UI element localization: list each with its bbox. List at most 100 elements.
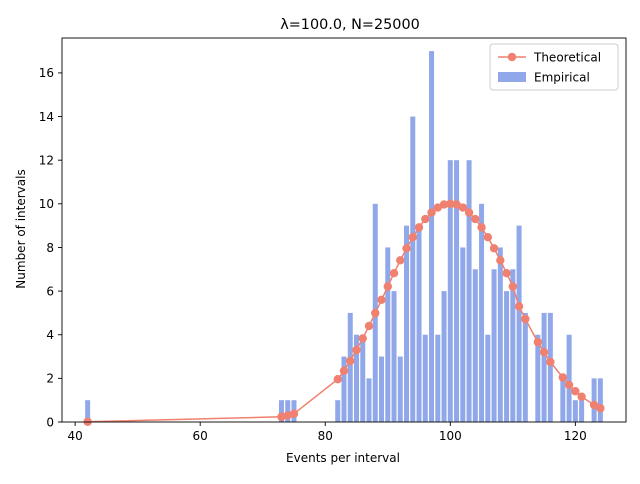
theoretical-point — [352, 345, 361, 355]
histogram-bar — [441, 291, 447, 422]
histogram-bar — [404, 225, 410, 422]
histogram-bar — [560, 378, 566, 422]
theoretical-point — [277, 412, 286, 421]
histogram-bar — [347, 312, 353, 422]
x-tick-label: 80 — [318, 429, 333, 443]
theoretical-point — [289, 409, 299, 418]
theoretical-point — [421, 214, 430, 224]
legend-label-empirical: Empirical — [534, 71, 590, 85]
x-tick-label: 40 — [67, 429, 82, 443]
histogram-bar — [85, 400, 91, 422]
histogram-bar — [416, 225, 422, 422]
theoretical-point — [346, 356, 355, 366]
histogram-bar — [479, 203, 485, 422]
axes-frame — [61, 37, 627, 423]
theoretical-point — [514, 302, 524, 311]
histogram-bar — [591, 378, 597, 422]
theoretical-point — [364, 321, 374, 331]
histogram-bar — [541, 312, 547, 422]
bars-layer — [85, 51, 603, 422]
theoretical-point — [546, 357, 555, 367]
histogram-bar — [379, 356, 385, 422]
histogram-bar — [429, 51, 435, 422]
histogram-bar — [422, 334, 428, 422]
histogram-bar — [516, 225, 522, 422]
histogram-bar — [278, 400, 284, 422]
histogram-bar — [410, 116, 416, 422]
histogram-bar — [360, 334, 366, 422]
histogram-bar — [366, 378, 372, 422]
histogram-bar — [504, 291, 510, 422]
theoretical-point — [483, 233, 493, 242]
histogram-bar — [335, 400, 341, 422]
theoretical-point — [596, 404, 605, 413]
theoretical-point — [377, 295, 386, 305]
histogram-bar — [491, 269, 497, 422]
histogram-bar — [447, 160, 453, 422]
histogram-bar — [572, 400, 578, 422]
legend-marker-swatch — [507, 52, 517, 62]
theoretical-point — [358, 334, 367, 343]
histogram-bar — [454, 160, 460, 422]
theoretical-point — [414, 223, 424, 232]
y-tick-label: 10 — [39, 197, 54, 211]
chart-title: λ=100.0, N=25000 — [280, 17, 420, 33]
theoretical-point — [339, 366, 349, 375]
y-tick-label: 6 — [46, 284, 54, 298]
histogram-bar — [485, 334, 491, 422]
theoretical-point — [558, 373, 568, 382]
histogram-bar — [460, 247, 466, 422]
theoretical-point — [396, 256, 405, 265]
theoretical-point — [446, 199, 455, 209]
histogram-bar — [597, 378, 603, 422]
histogram-bar — [397, 356, 403, 422]
histogram-bar — [497, 247, 503, 422]
theoretical-point — [383, 282, 392, 291]
histogram-bar — [285, 400, 291, 422]
x-tick-label: 100 — [439, 429, 462, 443]
y-tick-label: 2 — [46, 372, 54, 386]
theoretical-point — [464, 208, 474, 217]
legend-bar-swatch — [498, 72, 526, 82]
x-axis-label: Events per interval — [286, 451, 400, 465]
histogram-bar — [522, 312, 528, 422]
theoretical-point — [402, 244, 411, 253]
y-tick-label: 16 — [39, 66, 54, 80]
theoretical-point — [577, 392, 586, 401]
y-axis-label: Number of intervals — [14, 169, 28, 288]
y-tick-label: 0 — [46, 415, 54, 429]
theoretical-point — [371, 308, 380, 318]
theoretical-point — [458, 203, 468, 212]
x-tick-label: 120 — [564, 429, 587, 443]
theoretical-point — [471, 214, 480, 224]
theoretical-point — [439, 200, 449, 209]
theoretical-point — [427, 208, 436, 217]
theoretical-point — [521, 314, 530, 324]
theoretical-point — [502, 269, 511, 278]
theoretical-point — [489, 244, 499, 253]
theoretical-point — [496, 256, 505, 265]
histogram-bar — [435, 334, 441, 422]
y-tick-label: 8 — [46, 241, 54, 255]
histogram-bar — [354, 334, 360, 422]
legend-label-theoretical: Theoretical — [533, 51, 601, 65]
histogram-bar — [547, 312, 553, 422]
theoretical-point — [564, 380, 574, 390]
y-tick-label: 14 — [39, 110, 54, 124]
line-layer — [83, 199, 605, 426]
theoretical-point — [333, 375, 342, 384]
histogram-bar — [566, 334, 572, 422]
theoretical-point — [433, 203, 442, 212]
histogram-bar — [472, 269, 478, 422]
theoretical-point — [571, 387, 580, 396]
histogram-bar — [510, 269, 516, 422]
histogram-bar — [579, 400, 585, 422]
histogram-bar — [391, 291, 397, 422]
theoretical-point — [533, 337, 543, 347]
theoretical-point — [589, 400, 599, 410]
theoretical-point — [389, 269, 399, 278]
y-tick-label: 12 — [39, 153, 54, 167]
axes-layer: 40 60 80 100 120 0 2 4 6 8 10 12 14 16 — [39, 37, 627, 443]
